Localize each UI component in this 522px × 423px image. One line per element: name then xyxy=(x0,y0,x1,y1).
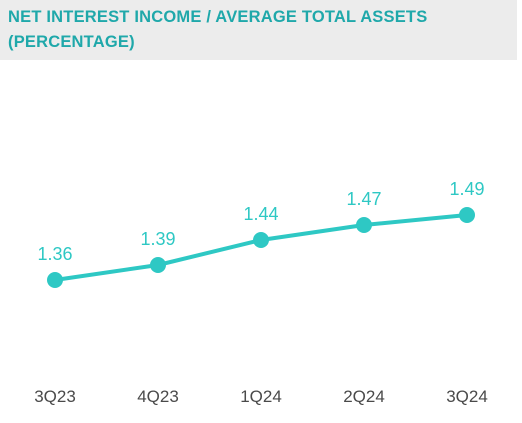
data-point-2q24 xyxy=(356,217,372,233)
data-label-2q24: 1.47 xyxy=(346,189,381,209)
title-band: NET INTEREST INCOME / AVERAGE TOTAL ASSE… xyxy=(0,0,517,60)
data-point-3q23 xyxy=(47,272,63,288)
x-tick-label-1q24: 1Q24 xyxy=(240,387,282,406)
data-label-3q24: 1.49 xyxy=(449,179,484,199)
x-tick-label-2q24: 2Q24 xyxy=(343,387,385,406)
data-label-4q23: 1.39 xyxy=(140,229,175,249)
data-point-1q24 xyxy=(253,232,269,248)
x-tick-label-4q23: 4Q23 xyxy=(137,387,179,406)
data-point-4q23 xyxy=(150,257,166,273)
chart-title: NET INTEREST INCOME / AVERAGE TOTAL ASSE… xyxy=(8,8,428,26)
data-label-3q23: 1.36 xyxy=(37,244,72,264)
x-tick-label-3q24: 3Q24 xyxy=(446,387,488,406)
x-tick-label-3q23: 3Q23 xyxy=(34,387,76,406)
chart-subtitle: (PERCENTAGE) xyxy=(8,33,135,51)
data-point-3q24 xyxy=(459,207,475,223)
data-label-1q24: 1.44 xyxy=(243,204,278,224)
